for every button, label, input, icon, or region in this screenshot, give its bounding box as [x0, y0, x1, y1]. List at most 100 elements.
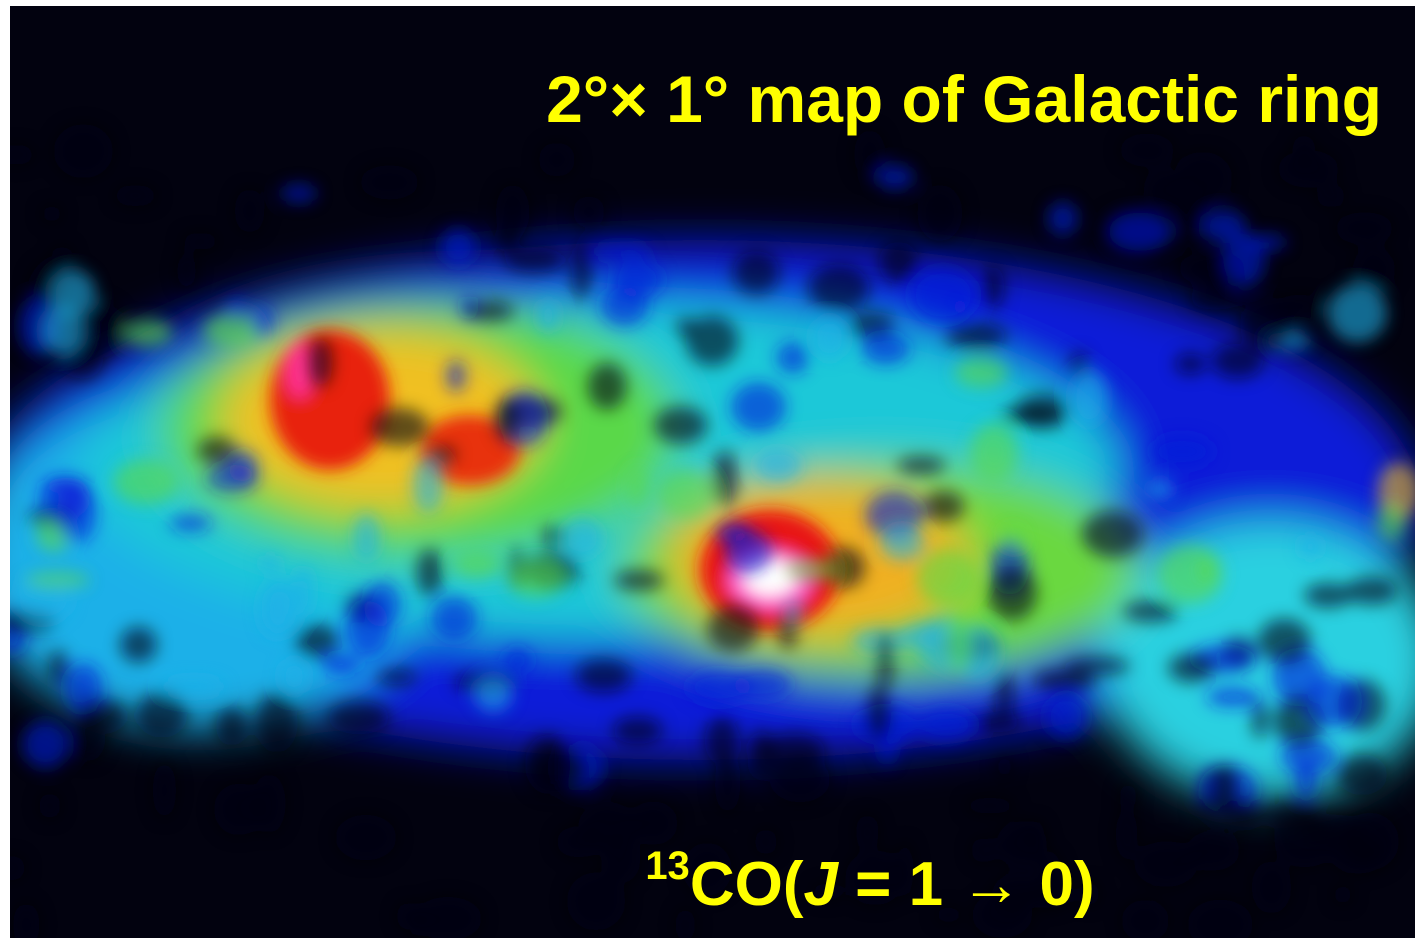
- texture-blob: [507, 560, 565, 598]
- texture-blob: [1119, 783, 1137, 809]
- texture-blob: [322, 655, 360, 674]
- texture-blob: [947, 614, 971, 671]
- texture-blob: [136, 692, 188, 738]
- texture-blob: [1175, 353, 1207, 374]
- texture-blob: [1337, 754, 1387, 795]
- texture-blob: [879, 241, 919, 283]
- texture-blob: [1252, 700, 1268, 739]
- texture-blob: [42, 478, 89, 494]
- texture-blob: [1082, 511, 1143, 557]
- texture-blob: [120, 627, 157, 663]
- texture-blob: [811, 317, 848, 360]
- texture-blob: [970, 423, 1018, 481]
- texture-blob: [725, 529, 772, 573]
- texture-blob: [1120, 133, 1174, 167]
- texture-blob: [1240, 298, 1295, 350]
- texture-blob: [114, 185, 157, 206]
- texture-blob: [281, 184, 317, 203]
- texture-blob: [22, 720, 69, 768]
- texture-blob: [862, 333, 910, 364]
- texture-blob: [1158, 545, 1223, 604]
- texture-blob: [251, 305, 274, 336]
- texture-blob: [867, 685, 891, 740]
- texture-blob: [539, 142, 576, 176]
- texture-blob: [776, 342, 809, 374]
- texture-blob: [1065, 657, 1130, 675]
- texture-blob: [593, 243, 652, 260]
- texture-blob: [1224, 233, 1266, 287]
- texture-blob: [335, 815, 396, 861]
- texture-blob: [353, 513, 380, 562]
- texture-blob: [396, 902, 423, 929]
- texture-blob: [255, 693, 298, 753]
- texture-blob: [715, 757, 740, 813]
- texture-blob: [628, 467, 646, 508]
- texture-blob: [614, 570, 664, 590]
- texture-blob: [363, 581, 401, 627]
- texture-blob: [1336, 212, 1394, 245]
- texture-blob: [910, 268, 976, 323]
- texture-blob: [770, 757, 831, 802]
- texture-blob: [856, 814, 879, 850]
- texture-blob: [576, 659, 632, 692]
- texture-blob: [1116, 808, 1138, 860]
- texture-blob: [294, 624, 340, 659]
- texture-blob: [629, 801, 678, 845]
- texture-blob: [216, 707, 248, 746]
- texture-blob: [430, 446, 456, 462]
- texture-blob: [1264, 801, 1318, 832]
- texture-blob: [1147, 480, 1174, 499]
- texture-blob: [755, 448, 802, 482]
- texture-blob: [945, 323, 1007, 349]
- texture-blob: [1194, 797, 1242, 818]
- texture-blob: [197, 437, 236, 465]
- texture-blob: [39, 792, 61, 819]
- texture-blob: [748, 730, 774, 782]
- texture-blob: [474, 675, 512, 711]
- label-rest: = 1 → 0): [838, 850, 1095, 919]
- galactic-ring-map: 2°× 1° map of Galactic ring 13CO(J = 1 →…: [0, 0, 1418, 941]
- texture-blob: [561, 517, 603, 558]
- texture-blob: [731, 382, 786, 431]
- texture-blob: [1071, 370, 1108, 426]
- texture-blob: [601, 285, 649, 326]
- texture-blob: [431, 596, 477, 640]
- texture-blob: [41, 205, 62, 222]
- texture-blob: [1317, 184, 1346, 207]
- texture-blob: [376, 669, 416, 685]
- texture-blob: [446, 360, 466, 392]
- texture-blob: [1109, 213, 1173, 251]
- texture-blob: [880, 526, 924, 561]
- line-label: 13CO(J = 1 → 0): [645, 844, 1094, 919]
- texture-blob: [996, 756, 1013, 777]
- label-molecule: CO(: [690, 850, 804, 919]
- texture-blob: [494, 226, 519, 252]
- texture-blob: [982, 265, 1004, 309]
- texture-blob: [1299, 534, 1321, 559]
- texture-blob: [252, 774, 285, 834]
- texture-blob: [916, 708, 975, 742]
- texture-blob: [542, 526, 564, 545]
- texture-blob: [1151, 435, 1214, 467]
- texture-blob: [42, 306, 84, 355]
- texture-blob: [123, 319, 172, 347]
- texture-blob: [1123, 601, 1178, 623]
- texture-blob: [371, 408, 429, 447]
- texture-blob: [170, 515, 212, 532]
- map-title: 2°× 1° map of Galactic ring: [546, 62, 1382, 136]
- texture-blob: [260, 555, 281, 572]
- texture-blob: [1258, 618, 1311, 664]
- texture-blob: [1333, 885, 1352, 904]
- texture-blob: [1001, 407, 1061, 424]
- texture-blob: [440, 228, 477, 266]
- texture-blob: [922, 491, 964, 522]
- texture-blob: [113, 460, 178, 505]
- texture-blob: [1304, 583, 1352, 608]
- texture-blob: [973, 712, 1020, 732]
- texture-blob: [1345, 577, 1396, 605]
- texture-blob: [413, 456, 444, 513]
- texture-blob: [573, 196, 605, 228]
- texture-blob: [808, 264, 870, 312]
- texture-blob: [206, 464, 258, 492]
- texture-blob: [54, 124, 113, 178]
